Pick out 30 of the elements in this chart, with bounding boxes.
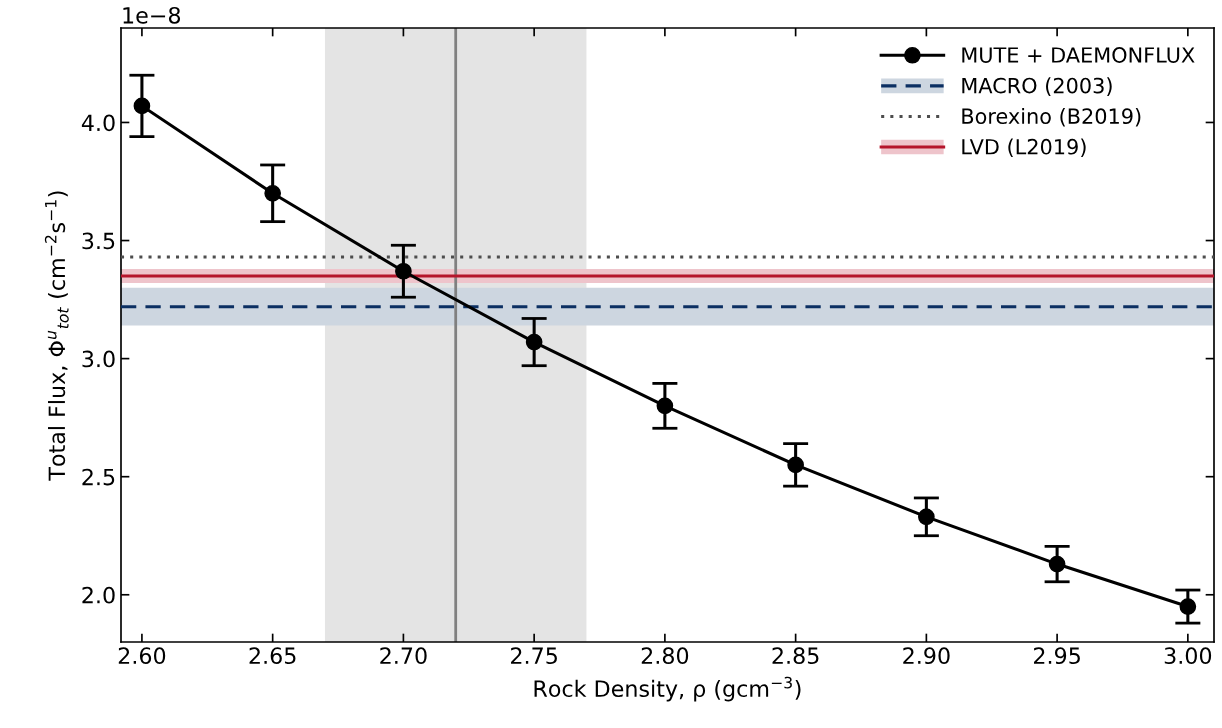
- x-axis-title: Rock Density, ρ (gcm$^{−3}$): [534, 676, 801, 702]
- x-tick-label: 2.95: [1034, 647, 1080, 665]
- point: [1179, 598, 1197, 615]
- legend-label: Borexino (B2019): [962, 107, 1141, 127]
- point: [525, 333, 543, 351]
- x-tick-label: 3.00: [1164, 647, 1212, 665]
- x-tick-label: 2.65: [249, 647, 296, 665]
- legend-label: MUTE + DAEMONFLUX: [962, 47, 1195, 63]
- y-tick-label: 3.0: [82, 350, 115, 368]
- point: [133, 97, 151, 115]
- x-tick-label: 2.90: [903, 647, 950, 665]
- text: 1e−8: [123, 6, 181, 24]
- y-axis-title: Total Flux, Φ$^{u}$$_{tot}$ (cm$^{−2}$s$^{−1}$): [44, 191, 69, 481]
- point: [918, 508, 935, 526]
- x-tick-label: 2.80: [641, 647, 689, 665]
- y-tick-label: 2.0: [82, 586, 115, 604]
- point: [264, 184, 281, 202]
- point: [395, 262, 412, 280]
- y-tick-label: 2.5: [82, 468, 115, 486]
- x-tick-label: 2.75: [511, 647, 557, 665]
- x-tick-label: 2.85: [772, 647, 819, 665]
- x-tick-label: 2.70: [380, 647, 427, 665]
- y-tick-label: 4.0: [81, 114, 115, 132]
- y-tick-label: 3.5: [82, 232, 115, 250]
- point: [1048, 555, 1066, 573]
- point: [787, 456, 804, 474]
- legend-label: MACRO (2003): [962, 77, 1112, 96]
- legend-label: LVD (L2019): [962, 138, 1086, 158]
- point: [656, 397, 674, 415]
- x-tick-label: 2.60: [118, 647, 166, 665]
